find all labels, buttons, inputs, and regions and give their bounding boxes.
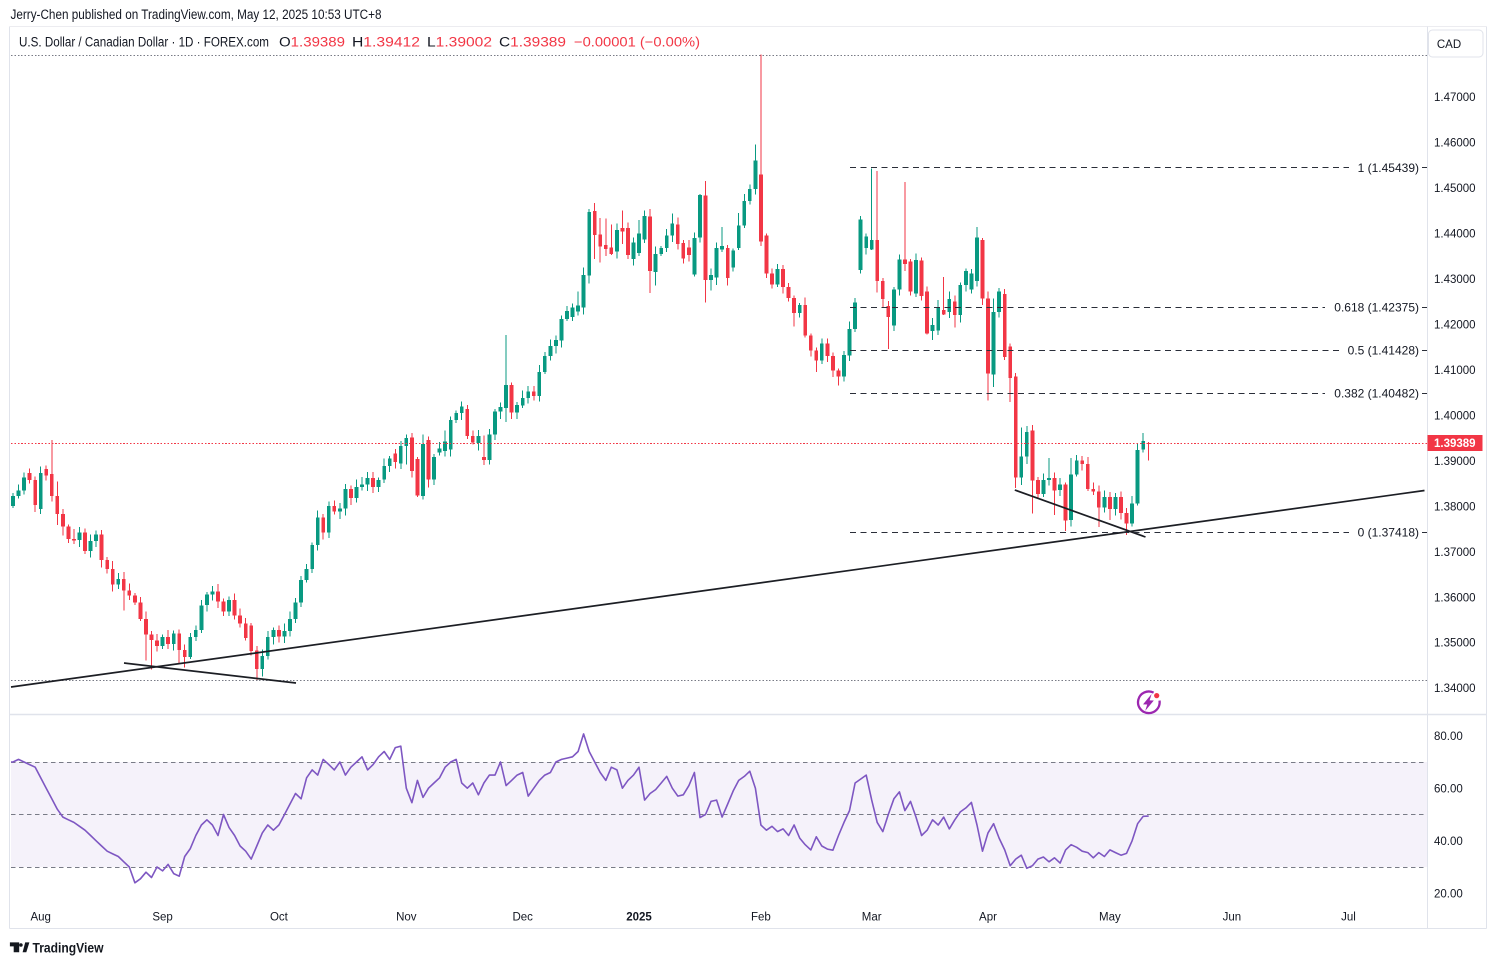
svg-text:1.46000: 1.46000 bbox=[1434, 138, 1476, 150]
svg-text:−0.00001 (−0.00%): −0.00001 (−0.00%) bbox=[574, 35, 700, 50]
svg-text:0 (1.37418): 0 (1.37418) bbox=[1358, 526, 1419, 540]
svg-text:Dec: Dec bbox=[512, 912, 533, 924]
svg-text:Jul: Jul bbox=[1341, 912, 1356, 924]
svg-text:Apr: Apr bbox=[979, 912, 997, 924]
svg-text:20.00: 20.00 bbox=[1434, 889, 1463, 901]
svg-text:1.45000: 1.45000 bbox=[1434, 183, 1476, 195]
svg-text:Oct: Oct bbox=[270, 912, 289, 924]
svg-text:0.382 (1.40482): 0.382 (1.40482) bbox=[1334, 386, 1419, 400]
svg-text:U.S. Dollar / Canadian Dollar: U.S. Dollar / Canadian Dollar · 1D · FOR… bbox=[19, 35, 269, 50]
svg-text:1.34000: 1.34000 bbox=[1434, 683, 1476, 695]
svg-text:C1.39389: C1.39389 bbox=[499, 35, 566, 50]
svg-text:80.00: 80.00 bbox=[1434, 731, 1463, 743]
svg-text:1.39000: 1.39000 bbox=[1434, 456, 1476, 468]
svg-text:1.47000: 1.47000 bbox=[1434, 92, 1476, 104]
svg-text:1.36000: 1.36000 bbox=[1434, 592, 1476, 604]
svg-text:1.44000: 1.44000 bbox=[1434, 229, 1476, 241]
svg-text:Feb: Feb bbox=[751, 912, 771, 924]
svg-text:CAD: CAD bbox=[1437, 39, 1461, 51]
svg-text:H1.39412: H 1.39412 bbox=[352, 35, 420, 50]
svg-text:0.5 (1.41428): 0.5 (1.41428) bbox=[1348, 343, 1419, 357]
svg-text:Mar: Mar bbox=[862, 912, 882, 924]
svg-text:1.41000: 1.41000 bbox=[1434, 365, 1476, 377]
svg-text:1.35000: 1.35000 bbox=[1434, 638, 1476, 650]
svg-text:2025: 2025 bbox=[626, 912, 652, 924]
svg-text:1.40000: 1.40000 bbox=[1434, 410, 1476, 422]
svg-text:Sep: Sep bbox=[152, 912, 172, 924]
svg-text:O1.39389: O1.39389 bbox=[279, 35, 345, 50]
svg-text:TradingView: TradingView bbox=[33, 941, 104, 956]
svg-text:1.38000: 1.38000 bbox=[1434, 501, 1476, 513]
svg-text:1.39389: 1.39389 bbox=[1434, 438, 1476, 450]
svg-text:Jun: Jun bbox=[1223, 912, 1242, 924]
svg-text:1.43000: 1.43000 bbox=[1434, 274, 1476, 286]
svg-text:May: May bbox=[1099, 912, 1121, 924]
svg-text:60.00: 60.00 bbox=[1434, 784, 1463, 796]
svg-text:Nov: Nov bbox=[396, 912, 417, 924]
svg-text:1 (1.45439): 1 (1.45439) bbox=[1358, 161, 1419, 175]
svg-text:40.00: 40.00 bbox=[1434, 836, 1463, 848]
svg-text:1.42000: 1.42000 bbox=[1434, 320, 1476, 332]
svg-text:L1.39002: L1.39002 bbox=[427, 35, 492, 50]
svg-text:Jerry-Chen published on Tradin: Jerry-Chen published on TradingView.com,… bbox=[11, 7, 382, 22]
svg-text:Aug: Aug bbox=[30, 912, 50, 924]
svg-text:1.37000: 1.37000 bbox=[1434, 547, 1476, 559]
svg-text:0.618 (1.42375): 0.618 (1.42375) bbox=[1334, 300, 1419, 314]
